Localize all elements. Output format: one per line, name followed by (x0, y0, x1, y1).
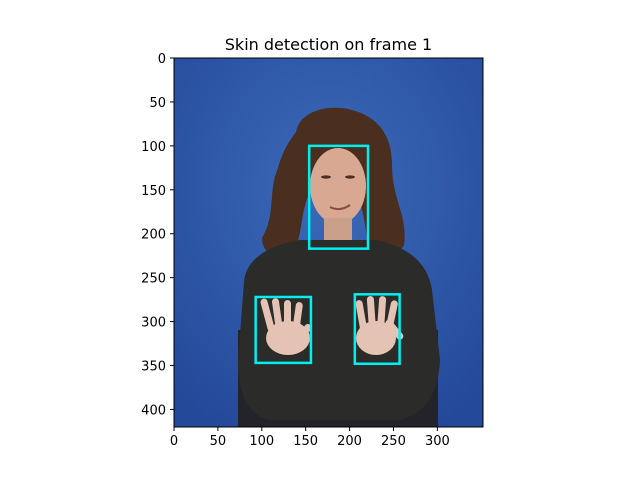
detection-box-face (307, 144, 370, 250)
y-tick-label: 400 (141, 403, 166, 418)
figure-title: Skin detection on frame 1 (225, 35, 432, 54)
y-tick-label: 50 (149, 96, 166, 111)
left-eye (321, 175, 331, 179)
detection-box-left-hand (254, 295, 313, 365)
video-frame-image (174, 58, 483, 427)
x-tick-label: 100 (249, 434, 274, 449)
x-tick-label: 0 (170, 434, 178, 449)
neck (324, 218, 352, 244)
x-axis: 0 50 100 150 200 250 300 (170, 427, 450, 449)
axes-frame (173, 57, 484, 428)
x-tick-label: 50 (210, 434, 227, 449)
x-tick-label: 150 (293, 434, 318, 449)
y-tick-label: 250 (141, 272, 166, 287)
y-axis: 0 50 100 150 200 250 300 350 400 (141, 52, 174, 418)
y-tick-label: 100 (141, 140, 166, 155)
black-shirt (238, 240, 440, 420)
mouth (329, 204, 351, 211)
left-hand-skin (260, 298, 312, 355)
y-tick-label: 300 (141, 316, 166, 331)
y-tick-label: 350 (141, 360, 166, 375)
y-tick-label: 0 (158, 52, 166, 67)
right-eye (345, 175, 355, 179)
detection-boxes (254, 144, 401, 365)
detection-box-right-hand (353, 293, 401, 365)
y-tick-label: 150 (141, 184, 166, 199)
x-tick-label: 200 (337, 434, 362, 449)
right-hand-skin (355, 296, 404, 355)
face-skin (310, 148, 366, 224)
x-tick-label: 300 (425, 434, 450, 449)
y-tick-label: 200 (141, 228, 166, 243)
x-tick-label: 250 (381, 434, 406, 449)
